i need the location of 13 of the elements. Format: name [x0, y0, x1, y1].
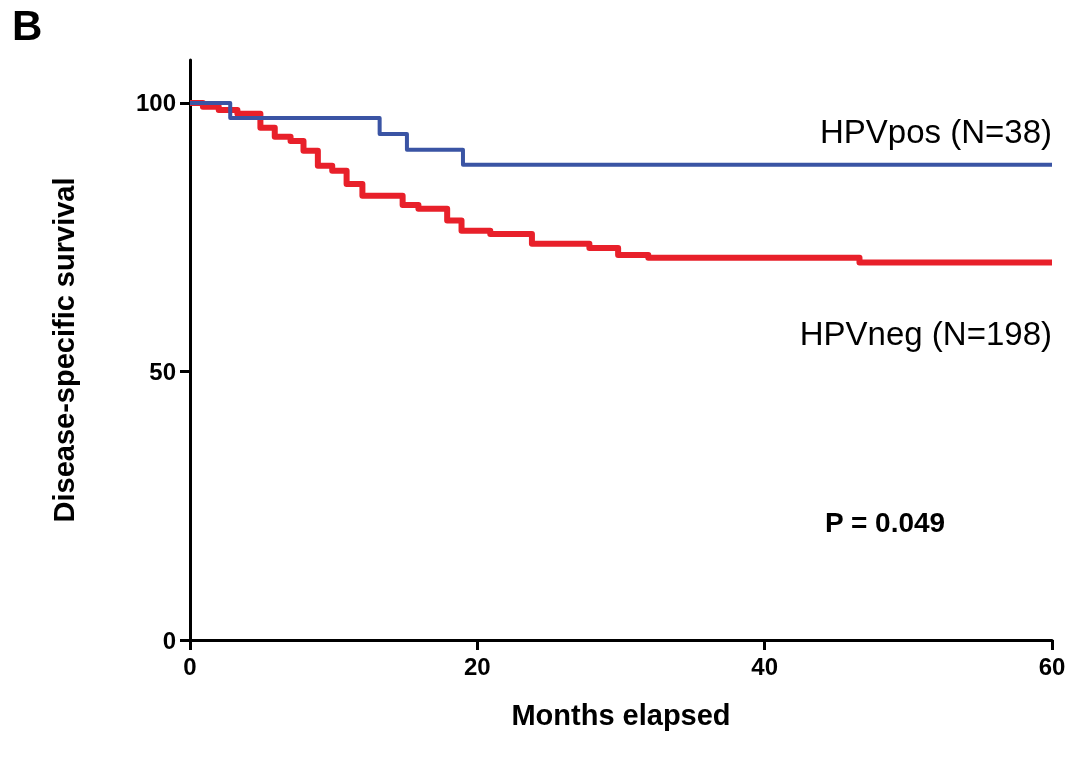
x-tick-label: 40 [751, 652, 779, 680]
y-tick-label: 50 [149, 357, 176, 385]
x-tick-label: 60 [1038, 652, 1066, 680]
chart-title: B [12, 1, 43, 49]
y-tick-label: 100 [135, 89, 176, 117]
y-axis-title: Disease-specific survival [47, 177, 80, 523]
series-label: HPVpos (N=38) [819, 112, 1052, 150]
series-label: HPVneg (N=198) [799, 315, 1052, 353]
y-tick-label: 0 [162, 626, 176, 654]
x-axis-title: Months elapsed [511, 698, 731, 731]
x-tick-label: 0 [183, 652, 197, 680]
annotation: P = 0.049 [825, 506, 946, 538]
x-tick-label: 20 [463, 652, 491, 680]
